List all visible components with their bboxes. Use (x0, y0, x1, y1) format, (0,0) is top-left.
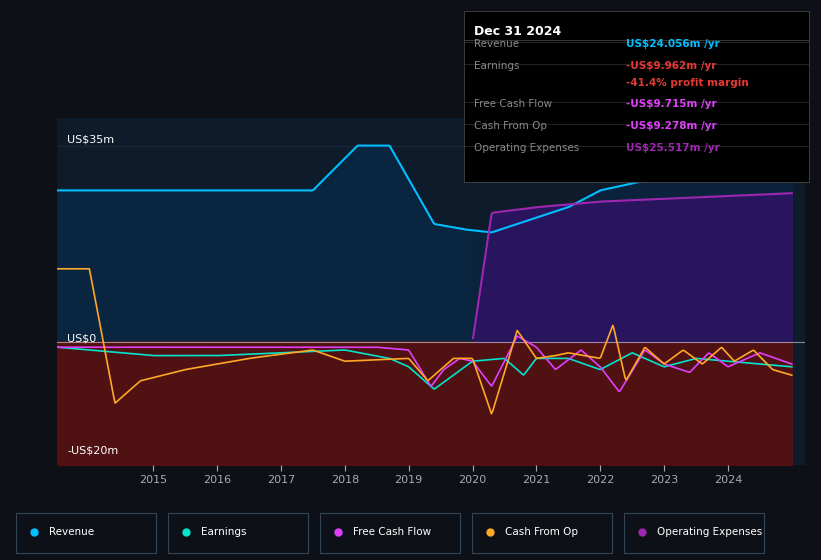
Text: -41.4% profit margin: -41.4% profit margin (626, 78, 749, 88)
Text: US$35m: US$35m (67, 135, 114, 145)
Bar (624, 513, 764, 553)
Text: US$0: US$0 (67, 334, 96, 344)
Bar (16, 513, 156, 553)
Text: US$25.517m /yr: US$25.517m /yr (626, 143, 720, 153)
Text: Revenue: Revenue (475, 39, 520, 49)
Text: Dec 31 2024: Dec 31 2024 (475, 25, 562, 38)
Text: Free Cash Flow: Free Cash Flow (353, 527, 431, 537)
Text: -US$9.715m /yr: -US$9.715m /yr (626, 99, 717, 109)
Text: Cash From Op: Cash From Op (505, 527, 578, 537)
Text: Free Cash Flow: Free Cash Flow (475, 99, 553, 109)
Bar (168, 513, 308, 553)
Bar (472, 513, 612, 553)
Text: -US$9.278m /yr: -US$9.278m /yr (626, 121, 717, 131)
Bar (320, 513, 460, 553)
Text: -US$20m: -US$20m (67, 446, 118, 456)
Text: Operating Expenses: Operating Expenses (657, 527, 762, 537)
Text: US$24.056m /yr: US$24.056m /yr (626, 39, 720, 49)
Text: Earnings: Earnings (475, 61, 520, 71)
Text: Revenue: Revenue (49, 527, 94, 537)
Text: Operating Expenses: Operating Expenses (475, 143, 580, 153)
Text: -US$9.962m /yr: -US$9.962m /yr (626, 61, 716, 71)
Text: Earnings: Earnings (201, 527, 246, 537)
Text: Cash From Op: Cash From Op (475, 121, 548, 131)
